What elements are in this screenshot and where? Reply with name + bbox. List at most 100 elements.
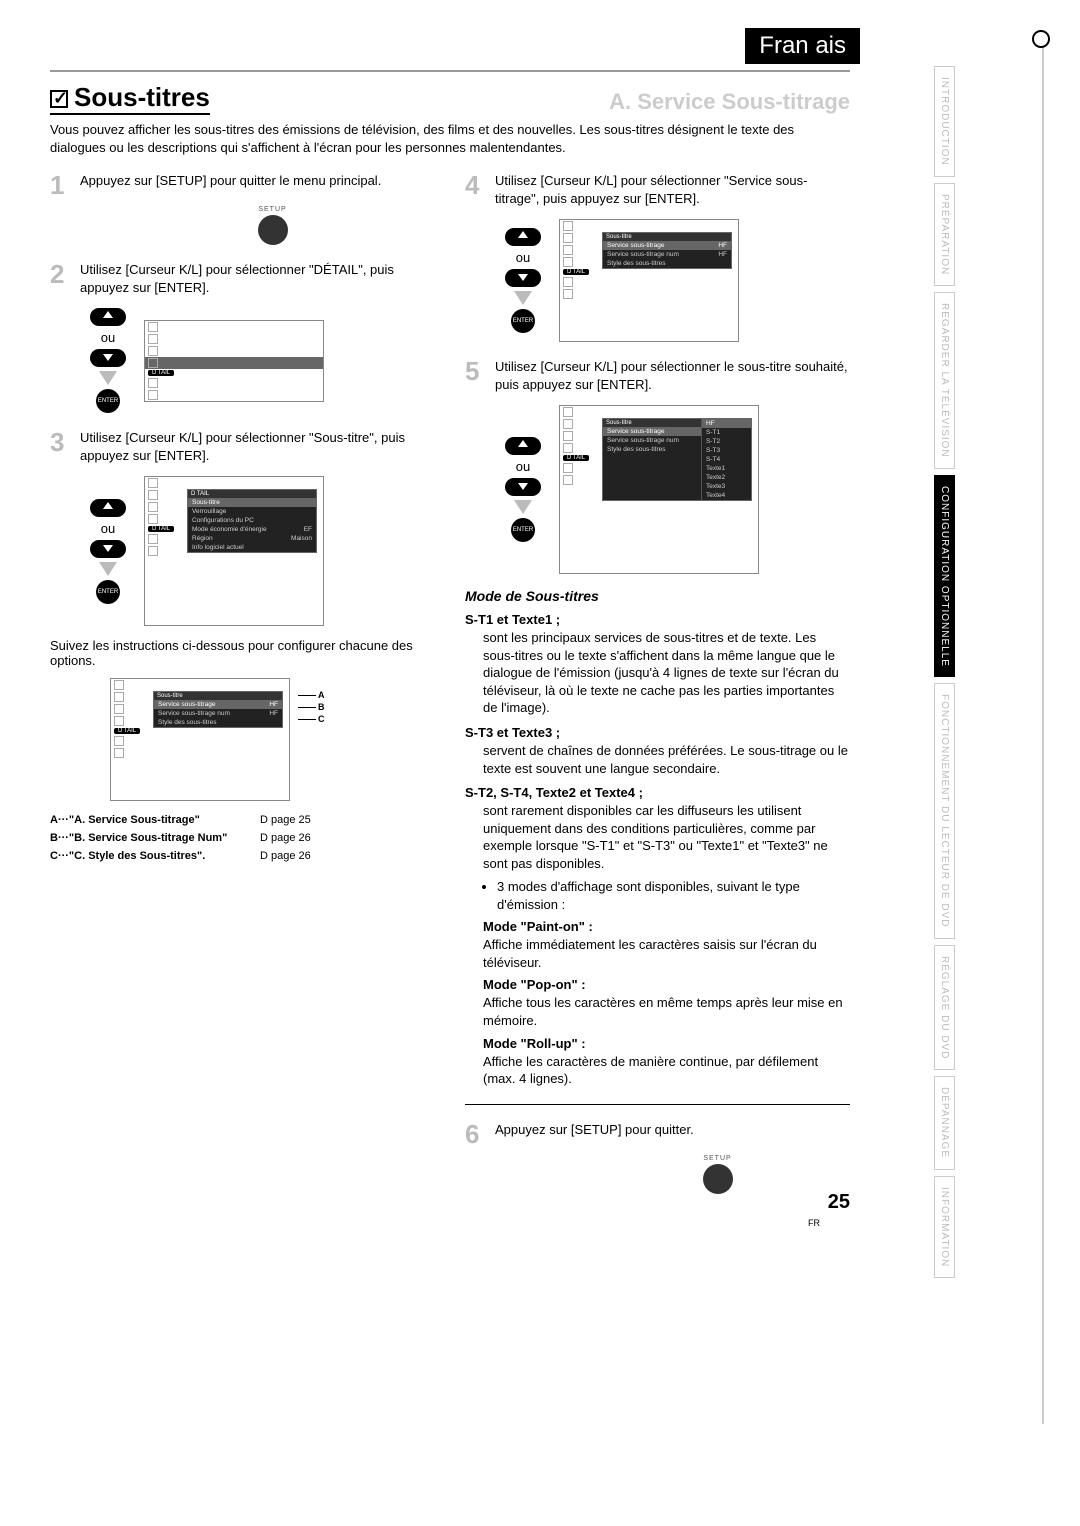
menu-value: HF: [269, 701, 278, 708]
menu-item: Service sous-titrage num: [607, 437, 679, 444]
enter-button-icon: ENTER: [511, 309, 535, 333]
roll-up-heading: Mode "Roll-up" :: [483, 1036, 850, 1051]
step-number: 6: [465, 1121, 487, 1147]
step-3: 3 Utilisez [Curseur K/L] pour sélectionn…: [50, 429, 435, 464]
detail-tag: D TAIL: [148, 526, 174, 532]
step-text: Utilisez [Curseur K/L] pour sélectionner…: [495, 358, 850, 393]
menu-item: Service sous-titrage: [607, 242, 664, 249]
st2-heading: S-T2, S-T4, Texte2 et Texte4 ;: [465, 785, 850, 800]
menu-item: Verrouillage: [192, 508, 226, 515]
right-column: 4 Utilisez [Curseur K/L] pour sélectionn…: [465, 156, 850, 1194]
st3-heading: S-T3 et Texte3 ;: [465, 725, 850, 740]
tab-label: CONFIGURATION OPTIONNELLE: [939, 486, 950, 667]
submenu-title: D TAIL: [188, 490, 316, 498]
submenu-title: Sous-titre: [603, 419, 701, 427]
tv-menu-cc-service: D TAIL Sous-titre Service sous-titrageHF…: [559, 219, 739, 342]
menu-item: Région: [192, 535, 213, 542]
remote-graphic-5: ou ENTER D TAIL Sous-titre Service sous-…: [505, 405, 850, 574]
bullet-item: 3 modes d'affichage sont disponibles, su…: [497, 878, 850, 913]
st1-heading: S-T1 et Texte1 ;: [465, 612, 850, 627]
arrow-down-icon: [99, 371, 117, 385]
tab-dvd-lecteur: FONCTIONNEMENT DU LECTEUR DE DVD: [934, 683, 955, 939]
step-2: 2 Utilisez [Curseur K/L] pour sélectionn…: [50, 261, 435, 296]
abc-labels: A B C: [298, 690, 325, 725]
cursor-down-icon: [90, 540, 126, 558]
page-lang: FR: [808, 1218, 820, 1228]
tv-menu-icons: D TAIL: [144, 320, 324, 402]
ref-key: A···"A. Service Sous-titrage": [50, 814, 260, 826]
menu-item: Style des sous-titres: [607, 446, 666, 453]
tab-label: REGARDER LA TÉLÉVISION: [939, 303, 950, 458]
menu-item: Sous-titre: [192, 499, 220, 506]
cursor-up-icon: [505, 437, 541, 455]
arrow-down-icon: [99, 562, 117, 576]
submenu-title: Sous-titre: [603, 233, 731, 241]
step-text: Utilisez [Curseur K/L] pour sélectionner…: [80, 261, 435, 296]
cursor-up-icon: [90, 499, 126, 517]
label-a: A: [318, 690, 325, 700]
opt: S-T2: [706, 438, 720, 445]
menu-item: Service sous-titrage: [607, 428, 664, 435]
ref-key: B···"B. Service Sous-titrage Num": [50, 832, 260, 844]
step-number: 1: [50, 172, 72, 198]
paint-on-heading: Mode "Paint-on" :: [483, 919, 850, 934]
section-a-heading: A. Service Sous-titrage: [609, 89, 850, 115]
page-title: Sous-titres: [50, 82, 210, 115]
remote-graphic-4: ou ENTER D TAIL Sous-titre Service sous-…: [505, 219, 850, 342]
step-1: 1 Appuyez sur [SETUP] pour quitter le me…: [50, 172, 435, 198]
step-5: 5 Utilisez [Curseur K/L] pour sélectionn…: [465, 358, 850, 393]
tv-menu-detail: D TAIL D TAIL Sous-titre Verrouillage Co…: [144, 476, 324, 626]
ref-val: D page 26: [260, 832, 311, 844]
enter-button-icon: ENTER: [96, 389, 120, 413]
opt: S-T4: [706, 456, 720, 463]
st3-desc: servent de chaînes de données préférées.…: [483, 742, 850, 777]
tv-menu-cc-options: D TAIL Sous-titre Service sous-titrage S…: [559, 405, 759, 574]
title-text: Sous-titres: [74, 82, 210, 112]
ref-val: D page 26: [260, 850, 311, 862]
menu-item: Mode économie d'énergie: [192, 526, 267, 533]
menu-item: Service sous-titrage num: [158, 710, 230, 717]
follow-text: Suivez les instructions ci-dessous pour …: [50, 638, 435, 668]
ou-label: ou: [516, 250, 530, 265]
paint-on-desc: Affiche immédiatement les caractères sai…: [483, 936, 850, 971]
detail-tag: D TAIL: [114, 728, 140, 734]
step-4: 4 Utilisez [Curseur K/L] pour sélectionn…: [465, 172, 850, 207]
menu-item: Style des sous-titres: [607, 260, 666, 267]
tab-configuration-optionnelle: CONFIGURATION OPTIONNELLE: [934, 475, 955, 678]
detail-tag: D TAIL: [563, 455, 589, 461]
step-number: 4: [465, 172, 487, 207]
arrow-down-icon: [514, 291, 532, 305]
reference-table: A···"A. Service Sous-titrage"D page 25 B…: [50, 811, 435, 865]
bullet-list: 3 modes d'affichage sont disponibles, su…: [483, 878, 850, 913]
detail-tag: D TAIL: [148, 370, 174, 376]
ref-val: D page 25: [260, 814, 311, 826]
page-number: 25: [828, 1191, 850, 1214]
tab-information: INFORMATION: [934, 1176, 955, 1278]
cursor-down-icon: [90, 349, 126, 367]
opt: Texte1: [706, 465, 725, 472]
opt: Texte3: [706, 483, 725, 490]
tab-label: FONCTIONNEMENT DU LECTEUR DE DVD: [939, 694, 950, 928]
setup-circle-icon: [258, 215, 288, 245]
setup-label: SETUP: [258, 206, 286, 213]
side-tabs: INTRODUCTION PRÉPARATION REGARDER LA TÉL…: [934, 66, 1054, 1284]
tv-menu-soustitre: D TAIL Sous-titre Service sous-titrageHF…: [110, 678, 290, 801]
cursor-down-icon: [505, 478, 541, 496]
step-text: Appuyez sur [SETUP] pour quitter le menu…: [80, 172, 435, 198]
checkbox-icon: [50, 90, 68, 108]
opt: S-T1: [706, 429, 720, 436]
cursor-down-icon: [505, 269, 541, 287]
arrow-down-icon: [514, 500, 532, 514]
menu-value: EF: [304, 526, 312, 533]
tab-reglage-dvd: RÉGLAGE DU DVD: [934, 945, 955, 1070]
ou-label: ou: [101, 521, 115, 536]
label-b: B: [318, 702, 325, 712]
left-column: 1 Appuyez sur [SETUP] pour quitter le me…: [50, 156, 435, 1194]
menu-item: Configurations du PC: [192, 517, 254, 524]
menu-item: Service sous-titrage num: [607, 251, 679, 258]
menu-value: Maison: [291, 535, 312, 542]
tab-regarder-tv: REGARDER LA TÉLÉVISION: [934, 292, 955, 469]
tab-depannage: DÉPANNAGE: [934, 1076, 955, 1169]
remote-graphic-2: ou ENTER D TAIL: [90, 308, 435, 413]
setup-button-graphic-2: SETUP: [585, 1155, 850, 1194]
